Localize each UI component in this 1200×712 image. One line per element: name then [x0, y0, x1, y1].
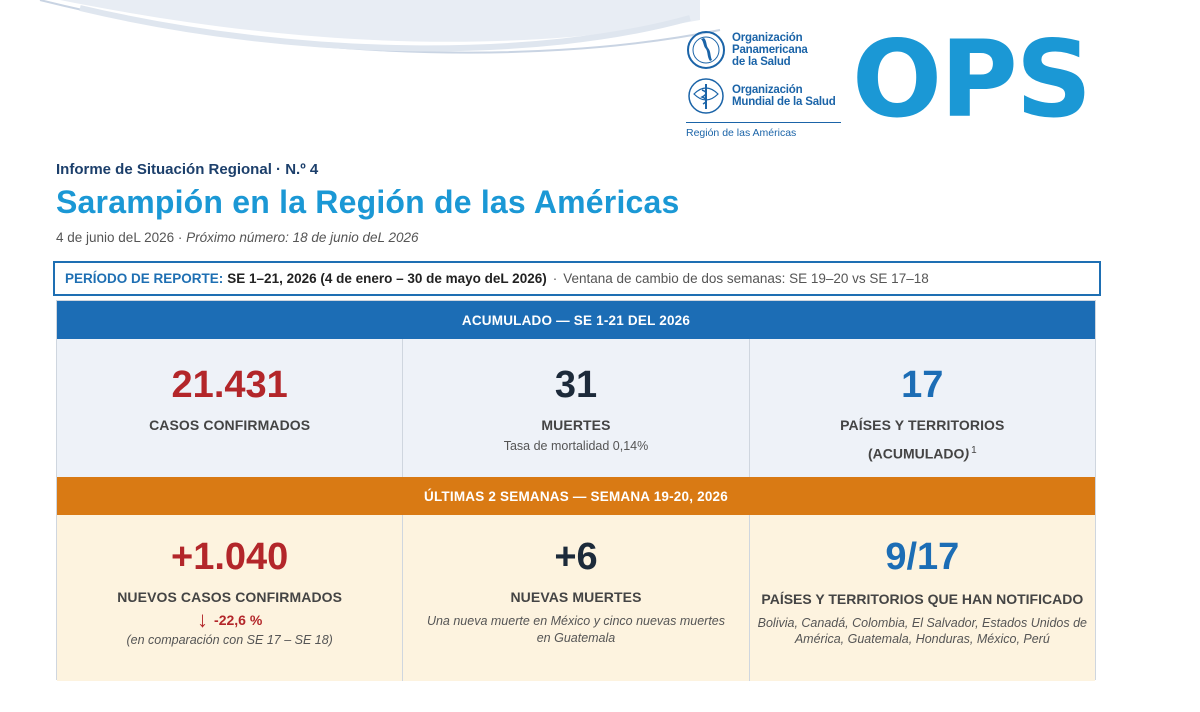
region-label: Región de las Américas — [686, 127, 797, 139]
accumulated-paren: ) — [964, 445, 970, 462]
cumulative-row: 21.431 CASOS CONFIRMADOS 31 MUERTES Tasa… — [57, 339, 1095, 477]
cumulative-countries-sublabel: (ACUMULADO) 1 — [868, 445, 977, 462]
logo-divider — [686, 122, 841, 123]
cumulative-deaths-label: MUERTES — [541, 417, 611, 433]
report-kicker: Informe de Situación Regional · N.º 4 — [56, 161, 319, 178]
cumulative-deaths-value: 31 — [554, 364, 598, 406]
cases-change: ↓ -22,6 % — [197, 607, 263, 632]
recent-deaths-card: +6 NUEVAS MUERTES Una nueva muerte en Mé… — [402, 515, 748, 681]
who-name-line2: Mundial de la Salud — [732, 96, 836, 108]
recent-deaths-note: Una nueva muerte en México y cinco nueva… — [426, 614, 726, 645]
cumulative-countries-value: 17 — [901, 364, 944, 406]
ops-logo: OPS — [852, 18, 1092, 141]
cases-change-value: -22,6 % — [214, 612, 263, 628]
recent-deaths-value: +6 — [554, 536, 598, 578]
cumulative-countries-card: 17 PAÍSES Y TERRITORIOS (ACUMULADO) 1 — [748, 339, 1095, 477]
mortality-rate-note: Tasa de mortalidad 0,14% — [503, 439, 649, 453]
down-arrow-icon: ↓ — [197, 607, 209, 632]
recent-row: +1.040 NUEVOS CASOS CONFIRMADOS ↓ -22,6 … — [57, 515, 1095, 681]
footnote-marker: 1 — [971, 445, 977, 456]
cumulative-deaths-card: 31 MUERTES Tasa de mortalidad 0,14% — [402, 339, 748, 477]
accumulated-text: (ACUMULADO — [867, 445, 965, 462]
paho-name-line2: Panamericana — [732, 44, 808, 56]
cumulative-cases-label: CASOS CONFIRMADOS — [149, 417, 311, 433]
recent-cases-value: +1.040 — [171, 536, 289, 578]
reporting-period-box: PERÍODO DE REPORTE: SE 1–21, 2026 (4 de … — [53, 261, 1101, 296]
organization-logos: Organización Panamericana de la Salud Or… — [686, 30, 846, 139]
page-title: Sarampión en la Región de las Américas — [56, 184, 680, 220]
who-name-line1: Organización — [732, 84, 803, 96]
period-label: PERÍODO DE REPORTE: — [65, 271, 224, 286]
cumulative-countries-label: PAÍSES Y TERRITORIOS — [840, 417, 1005, 433]
comparison-note: (en comparación con SE 17 – SE 18) — [126, 633, 333, 647]
recent-countries-value: 9/17 — [885, 536, 960, 578]
report-date-line: 4 de junio deL 2026 · Próximo número: 18… — [56, 230, 419, 245]
paho-globe-icon — [687, 31, 725, 69]
change-window: Ventana de cambio de dos semanas: SE 19–… — [563, 271, 929, 286]
cumulative-cases-value: 21.431 — [171, 364, 288, 406]
who-logo: Organización Mundial de la Salud — [686, 76, 846, 116]
publication-date: 4 de junio deL 2026 · — [56, 230, 187, 245]
cumulative-band: ACUMULADO — SE 1-21 DEL 2026 — [57, 301, 1095, 339]
period-separator: · — [552, 271, 558, 286]
recent-countries-list: Bolivia, Canadá, Colombia, El Salvador, … — [757, 616, 1087, 646]
header-swoosh-decoration — [39, 0, 721, 54]
summary-grid: ACUMULADO — SE 1-21 DEL 2026 21.431 CASO… — [56, 300, 1096, 681]
recent-cases-label: NUEVOS CASOS CONFIRMADOS — [117, 589, 343, 605]
recent-countries-card: 9/17 PAÍSES Y TERRITORIOS QUE HAN NOTIFI… — [748, 515, 1095, 681]
period-value: SE 1–21, 2026 (4 de enero – 30 de mayo d… — [227, 271, 547, 286]
who-emblem-icon — [688, 78, 724, 114]
paho-logo: Organización Panamericana de la Salud — [686, 30, 846, 70]
recent-cases-card: +1.040 NUEVOS CASOS CONFIRMADOS ↓ -22,6 … — [57, 515, 402, 681]
recent-band: ÚLTIMAS 2 SEMANAS — SEMANA 19-20, 2026 — [57, 477, 1095, 515]
recent-countries-label: PAÍSES Y TERRITORIOS QUE HAN NOTIFICADO — [761, 591, 1084, 607]
recent-deaths-label: NUEVAS MUERTES — [510, 589, 642, 605]
paho-name-line3: de la Salud — [732, 56, 791, 68]
next-issue-date: Próximo número: 18 de junio deL 2026 — [186, 230, 419, 245]
paho-name-line1: Organización — [732, 32, 803, 44]
cumulative-cases-card: 21.431 CASOS CONFIRMADOS — [57, 339, 402, 477]
